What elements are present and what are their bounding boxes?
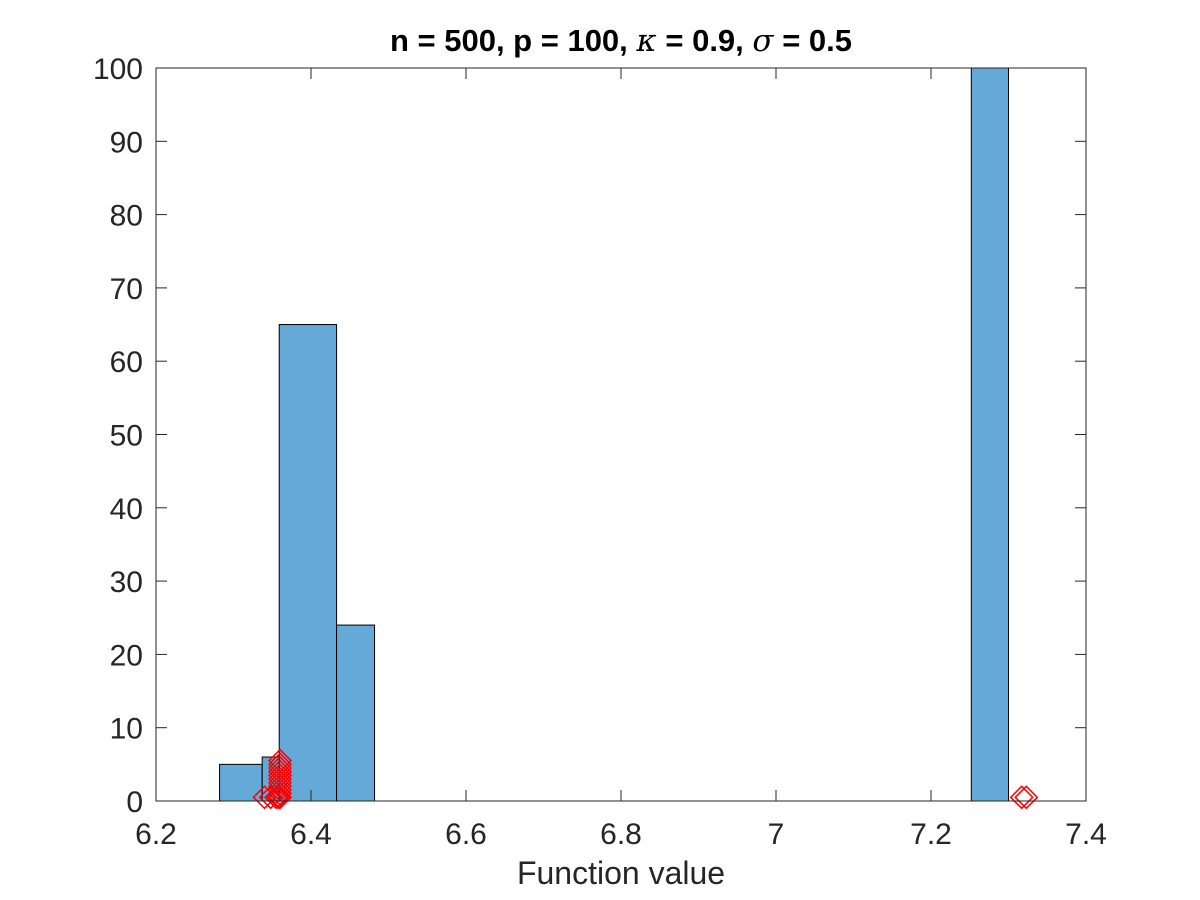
title-part-5: = 0.5 bbox=[774, 23, 852, 58]
x-tick-label-5: 7 bbox=[768, 818, 785, 851]
bars-layer bbox=[219, 67, 1009, 802]
histogram-bar-4 bbox=[336, 624, 376, 802]
x-tick-label-1: 6.2 bbox=[135, 818, 177, 851]
x-tick-label-6: 7.2 bbox=[910, 818, 952, 851]
ticks-layer: 6.2 6.4 6.6 6.8 7 7.2 7.4 0 10 20 30 40 50 60 70 80 90 10… bbox=[93, 53, 1107, 851]
chart-title: n = 500, p = 100, κ = 0.9, σ = 0.5 bbox=[390, 23, 852, 59]
title-part-3: = 0.9, bbox=[657, 23, 753, 58]
histogram-bar-3 bbox=[278, 324, 338, 802]
histogram-bar-1 bbox=[219, 763, 263, 802]
title-part-1: n = 500, p = 100, bbox=[390, 23, 636, 58]
histogram-bar-5 bbox=[970, 67, 1009, 802]
diamond-marker-17 bbox=[1014, 785, 1039, 810]
diamond-marker-14 bbox=[267, 752, 293, 777]
x-axis-label: Function value bbox=[517, 855, 725, 891]
y-tick-label-10: 90 bbox=[110, 126, 143, 159]
y-tick-label-7: 60 bbox=[110, 346, 143, 379]
y-tick-label-9: 80 bbox=[110, 200, 143, 233]
diamond-marker-4 bbox=[266, 785, 291, 810]
y-tick-label-6: 50 bbox=[110, 420, 143, 453]
diamond-marker-16 bbox=[1009, 785, 1034, 810]
y-tick-label-11: 100 bbox=[93, 53, 143, 86]
x-tick-label-7: 7.4 bbox=[1065, 818, 1107, 851]
y-tick-label-1: 0 bbox=[126, 786, 143, 819]
y-tick-label-3: 20 bbox=[110, 639, 143, 672]
diamond-marker-15 bbox=[267, 748, 293, 773]
x-tick-label-4: 6.8 bbox=[600, 818, 642, 851]
y-tick-label-8: 70 bbox=[110, 273, 143, 306]
y-tick-label-2: 10 bbox=[110, 713, 143, 746]
diamond-marker-2 bbox=[258, 785, 283, 810]
y-tick-label-4: 30 bbox=[110, 566, 143, 599]
title-sigma: σ bbox=[752, 23, 774, 59]
y-tick-label-5: 40 bbox=[110, 493, 143, 526]
x-tick-label-3: 6.6 bbox=[445, 818, 487, 851]
x-tick-label-2: 6.4 bbox=[290, 818, 332, 851]
title-kappa: κ bbox=[635, 23, 656, 59]
